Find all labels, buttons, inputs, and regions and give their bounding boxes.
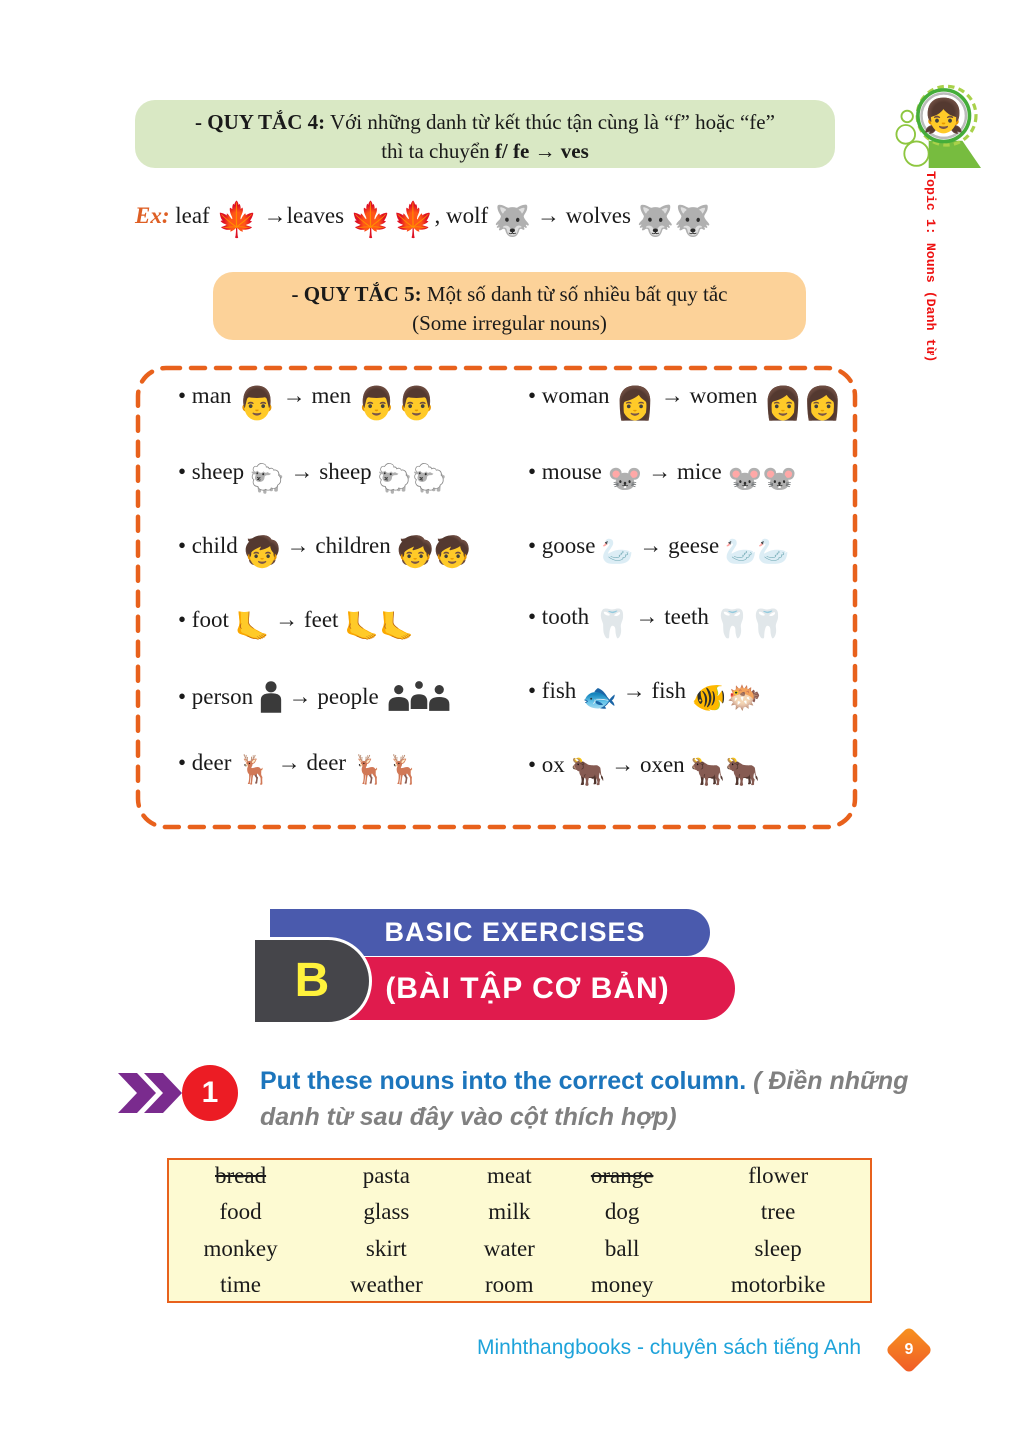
svg-text:👧: 👧 xyxy=(923,97,964,135)
